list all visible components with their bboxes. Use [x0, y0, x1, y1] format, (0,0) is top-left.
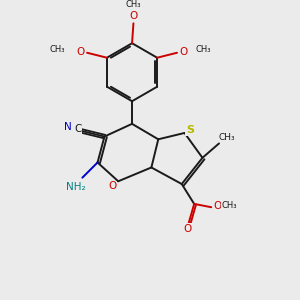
Text: CH₃: CH₃	[221, 200, 237, 209]
Text: CH₃: CH₃	[219, 133, 236, 142]
Text: O: O	[183, 224, 191, 234]
Text: CH₃: CH₃	[126, 0, 141, 9]
Text: O: O	[76, 46, 85, 57]
Text: O: O	[108, 181, 116, 191]
Text: NH₂: NH₂	[67, 182, 86, 191]
Text: CH₃: CH₃	[50, 45, 65, 54]
Text: O: O	[213, 201, 221, 211]
Text: C: C	[74, 124, 81, 134]
Text: O: O	[179, 46, 188, 57]
Text: N: N	[64, 122, 72, 132]
Text: O: O	[129, 11, 138, 21]
Text: S: S	[186, 125, 194, 135]
Text: CH₃: CH₃	[196, 45, 211, 54]
